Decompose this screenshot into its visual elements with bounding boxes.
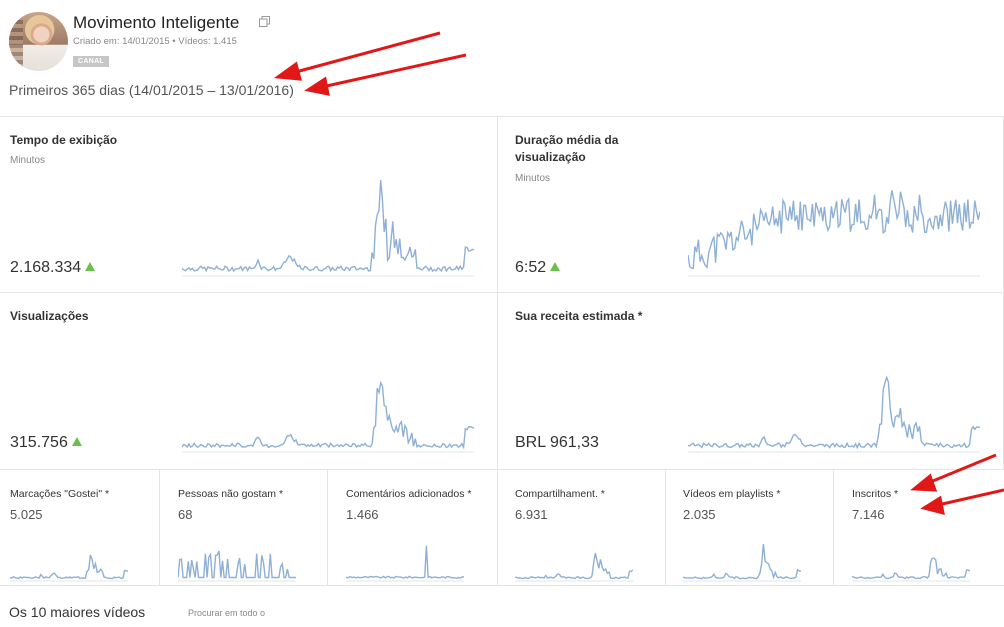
trend-up-icon (550, 262, 561, 271)
card-value: 2.168.334 (10, 259, 96, 277)
card-unit: Minutos (515, 173, 551, 184)
watch-time-card[interactable]: Tempo de exibição Minutos 2.168.334 (0, 117, 498, 293)
card-value: 6.931 (515, 507, 548, 522)
revenue-sparkline (688, 375, 980, 453)
sparkline-line (178, 550, 296, 579)
period-label: Primeiros 365 dias (14/01/2015 – 13/01/2… (9, 82, 294, 98)
card-unit: Minutos (10, 155, 46, 166)
trend-up-icon (71, 437, 82, 446)
views-card[interactable]: Visualizações 315.756 (0, 293, 498, 470)
sparkline-line (182, 380, 474, 450)
card-title: Inscritos * (852, 488, 899, 500)
comments-card[interactable]: Comentários adicionados * 1.466 (328, 470, 498, 586)
card-title: Duração média da visualização (515, 133, 619, 164)
avg-duration-card[interactable]: Duração média da visualização Minutos 6:5… (498, 117, 1004, 293)
dislikes-sparkline (178, 550, 296, 582)
card-value: BRL 961,33 (515, 434, 599, 451)
shares-card[interactable]: Compartilhament. * 6.931 (498, 470, 666, 586)
trend-up-icon (85, 262, 96, 271)
card-value: 315.756 (10, 434, 82, 452)
card-value: 68 (178, 507, 193, 522)
channel-avatar[interactable] (9, 12, 68, 71)
dislikes-card[interactable]: Pessoas não gostam * 68 (160, 470, 328, 586)
sparkline-line (10, 554, 128, 580)
subscribers-card[interactable]: Inscritos * 7.146 (834, 470, 1004, 586)
card-title: Sua receita estimada * (515, 309, 643, 323)
channel-name[interactable]: Movimento Inteligente (73, 13, 240, 32)
avg-duration-sparkline (688, 190, 980, 277)
comments-sparkline (346, 545, 464, 582)
sparkline-line (688, 190, 980, 270)
card-title: Marcações "Gostei" * (10, 488, 110, 500)
top-videos-heading: Os 10 maiores vídeos (9, 604, 146, 620)
card-value: 7.146 (852, 507, 885, 522)
shares-sparkline (515, 552, 633, 582)
playlists-card[interactable]: Vídeos em playlists * 2.035 (666, 470, 834, 586)
sparkline-line (346, 545, 464, 579)
sparkline-line (683, 543, 801, 580)
sparkline-line (515, 552, 633, 580)
external-link-icon[interactable] (259, 16, 270, 27)
card-value: 5.025 (10, 507, 43, 522)
card-title: Compartilhament. * (515, 488, 605, 500)
card-value: 6:52 (515, 259, 561, 277)
card-title: Comentários adicionados * (346, 488, 472, 500)
card-title: Tempo de exibição (10, 133, 118, 147)
sparkline-line (182, 179, 474, 273)
card-value: 2.035 (683, 507, 716, 522)
card-title: Pessoas não gostam * (178, 488, 284, 500)
watch-time-sparkline (182, 179, 474, 277)
card-title: Visualizações (10, 309, 89, 323)
channel-meta: Criado em: 14/01/2015 • Vídeos: 1.415 (73, 36, 237, 47)
search-scope-hint[interactable]: Procurar em todo o (188, 608, 266, 618)
channel-header: Movimento Inteligente Criado em: 14/01/2… (0, 0, 1004, 117)
likes-card[interactable]: Marcações "Gostei" * 5.025 (0, 470, 160, 586)
likes-sparkline (10, 554, 128, 582)
sparkline-line (688, 375, 980, 450)
sparkline-line (852, 557, 970, 580)
views-sparkline (182, 380, 474, 453)
revenue-card[interactable]: Sua receita estimada * BRL 961,33 (498, 293, 1004, 470)
subscribers-sparkline (852, 557, 970, 582)
playlists-sparkline (683, 543, 801, 582)
channel-badge: CANAL (73, 56, 109, 67)
card-title: Vídeos em playlists * (683, 488, 781, 500)
card-value: 1.466 (346, 507, 379, 522)
